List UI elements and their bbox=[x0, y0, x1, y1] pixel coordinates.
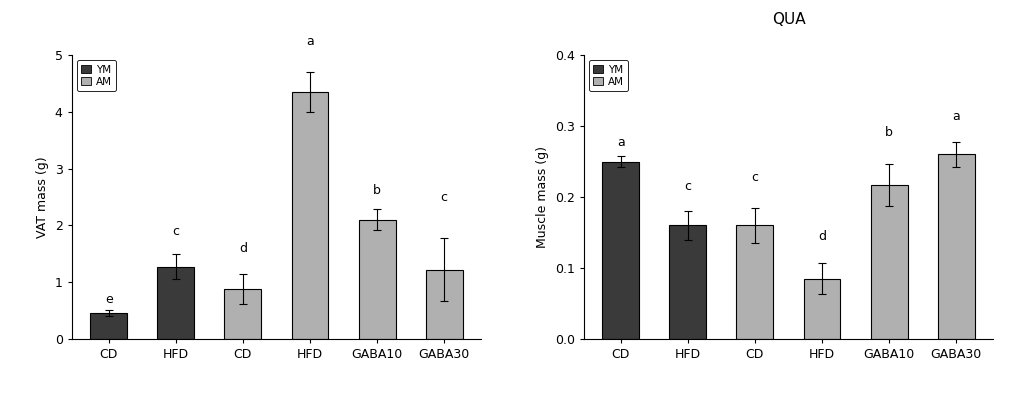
Text: d: d bbox=[818, 230, 826, 243]
Bar bbox=[870, 185, 907, 339]
Y-axis label: VAT mass (g): VAT mass (g) bbox=[36, 156, 49, 238]
Bar bbox=[224, 289, 261, 339]
Bar bbox=[358, 220, 395, 339]
Text: c: c bbox=[684, 180, 691, 193]
Bar bbox=[602, 162, 639, 339]
Text: a: a bbox=[952, 110, 961, 123]
Text: b: b bbox=[373, 184, 381, 197]
Text: a: a bbox=[306, 35, 314, 48]
Text: c: c bbox=[440, 191, 447, 204]
Text: c: c bbox=[172, 225, 179, 238]
Bar bbox=[670, 225, 707, 339]
Text: QUA: QUA bbox=[772, 12, 805, 27]
Legend: YM, AM: YM, AM bbox=[77, 60, 116, 91]
Bar bbox=[292, 92, 329, 339]
Text: a: a bbox=[616, 136, 625, 149]
Y-axis label: Muscle mass (g): Muscle mass (g) bbox=[537, 146, 549, 248]
Bar bbox=[426, 269, 463, 339]
Bar bbox=[804, 279, 841, 339]
Text: b: b bbox=[885, 126, 893, 139]
Bar bbox=[90, 313, 127, 339]
Bar bbox=[736, 225, 773, 339]
Bar bbox=[938, 154, 975, 339]
Legend: YM, AM: YM, AM bbox=[589, 60, 628, 91]
Bar bbox=[158, 267, 195, 339]
Text: e: e bbox=[104, 293, 113, 306]
Text: c: c bbox=[752, 171, 759, 184]
Text: d: d bbox=[239, 242, 247, 255]
